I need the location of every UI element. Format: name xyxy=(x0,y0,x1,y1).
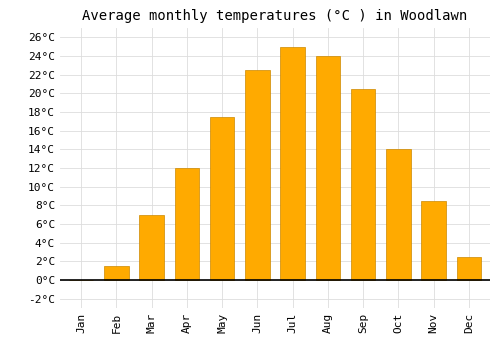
Bar xyxy=(386,149,410,280)
Bar xyxy=(245,70,270,280)
Bar xyxy=(456,257,481,280)
Bar xyxy=(174,168,199,280)
Bar xyxy=(104,266,128,280)
Bar xyxy=(422,201,446,280)
Bar xyxy=(140,215,164,280)
Bar xyxy=(351,89,376,280)
Title: Average monthly temperatures (°C ) in Woodlawn: Average monthly temperatures (°C ) in Wo… xyxy=(82,9,468,23)
Bar xyxy=(280,47,305,280)
Bar xyxy=(210,117,234,280)
Bar xyxy=(316,56,340,280)
